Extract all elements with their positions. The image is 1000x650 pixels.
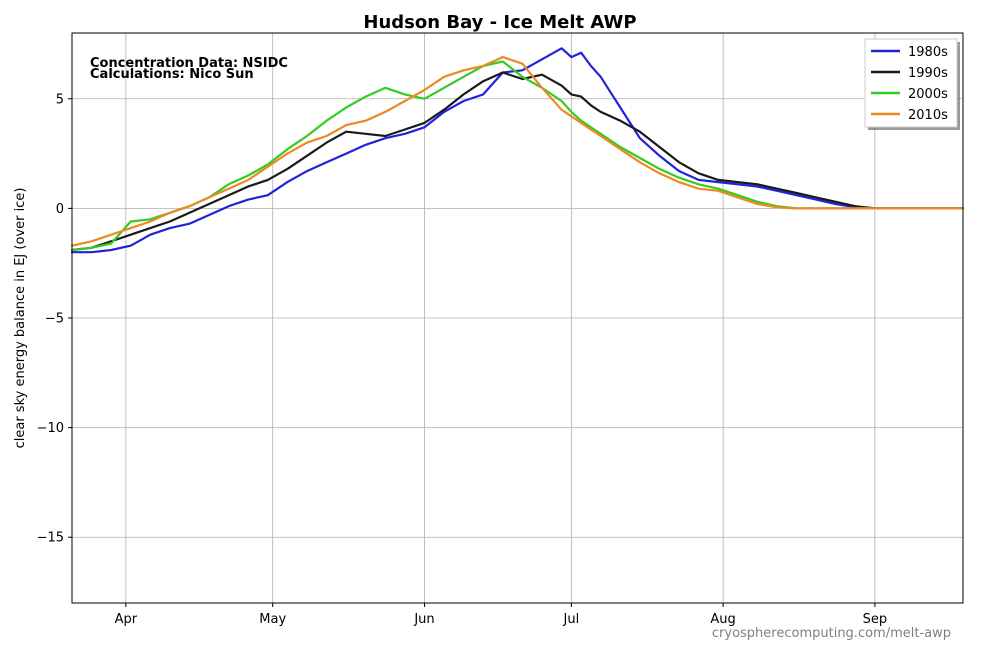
series-line-2000s xyxy=(70,60,965,252)
annotation-calculations: Calculations: Nico Sun xyxy=(90,67,254,82)
watermark: cryospherecomputing.com/melt-awp xyxy=(712,626,951,641)
y-tick-label: −10 xyxy=(37,421,64,436)
x-tick-label: May xyxy=(259,612,286,627)
series-line-1990s xyxy=(70,71,965,252)
legend-box xyxy=(864,38,958,128)
series-lines xyxy=(70,47,965,254)
y-tick-label: 5 xyxy=(56,92,64,107)
legend-label-2000s: 2000s xyxy=(908,87,948,102)
legend-label-1980s: 1980s xyxy=(908,45,948,60)
x-tick-label: Apr xyxy=(115,612,138,627)
y-tick-label: −5 xyxy=(45,312,64,327)
legend-label-1990s: 1990s xyxy=(908,66,948,81)
x-tick-label: Jun xyxy=(413,612,434,627)
legend: 1980s 1990s 2000s 2010s xyxy=(864,38,960,130)
series-line-2010s xyxy=(70,55,965,247)
x-tick-label: Jul xyxy=(563,612,580,627)
annotation-source: Concentration Data: NSIDC xyxy=(90,56,288,71)
x-tick-label: Sep xyxy=(863,612,888,627)
legend-items: 1980s 1990s 2000s 2010s xyxy=(871,45,948,123)
y-axis-ticks: 5 0 −5 −10 −15 xyxy=(37,92,72,546)
series-line-1980s xyxy=(70,47,965,254)
y-axis-label: clear sky energy balance in EJ (over ice… xyxy=(13,188,28,449)
grid-lines xyxy=(72,33,963,603)
x-tick-label: Aug xyxy=(710,612,735,627)
y-tick-label: −15 xyxy=(37,531,64,546)
chart-title: Hudson Bay - Ice Melt AWP xyxy=(363,12,636,33)
y-tick-label: 0 xyxy=(56,202,64,217)
x-axis-ticks: Apr May Jun Jul Aug Sep xyxy=(115,603,888,627)
legend-label-2010s: 2010s xyxy=(908,108,948,123)
